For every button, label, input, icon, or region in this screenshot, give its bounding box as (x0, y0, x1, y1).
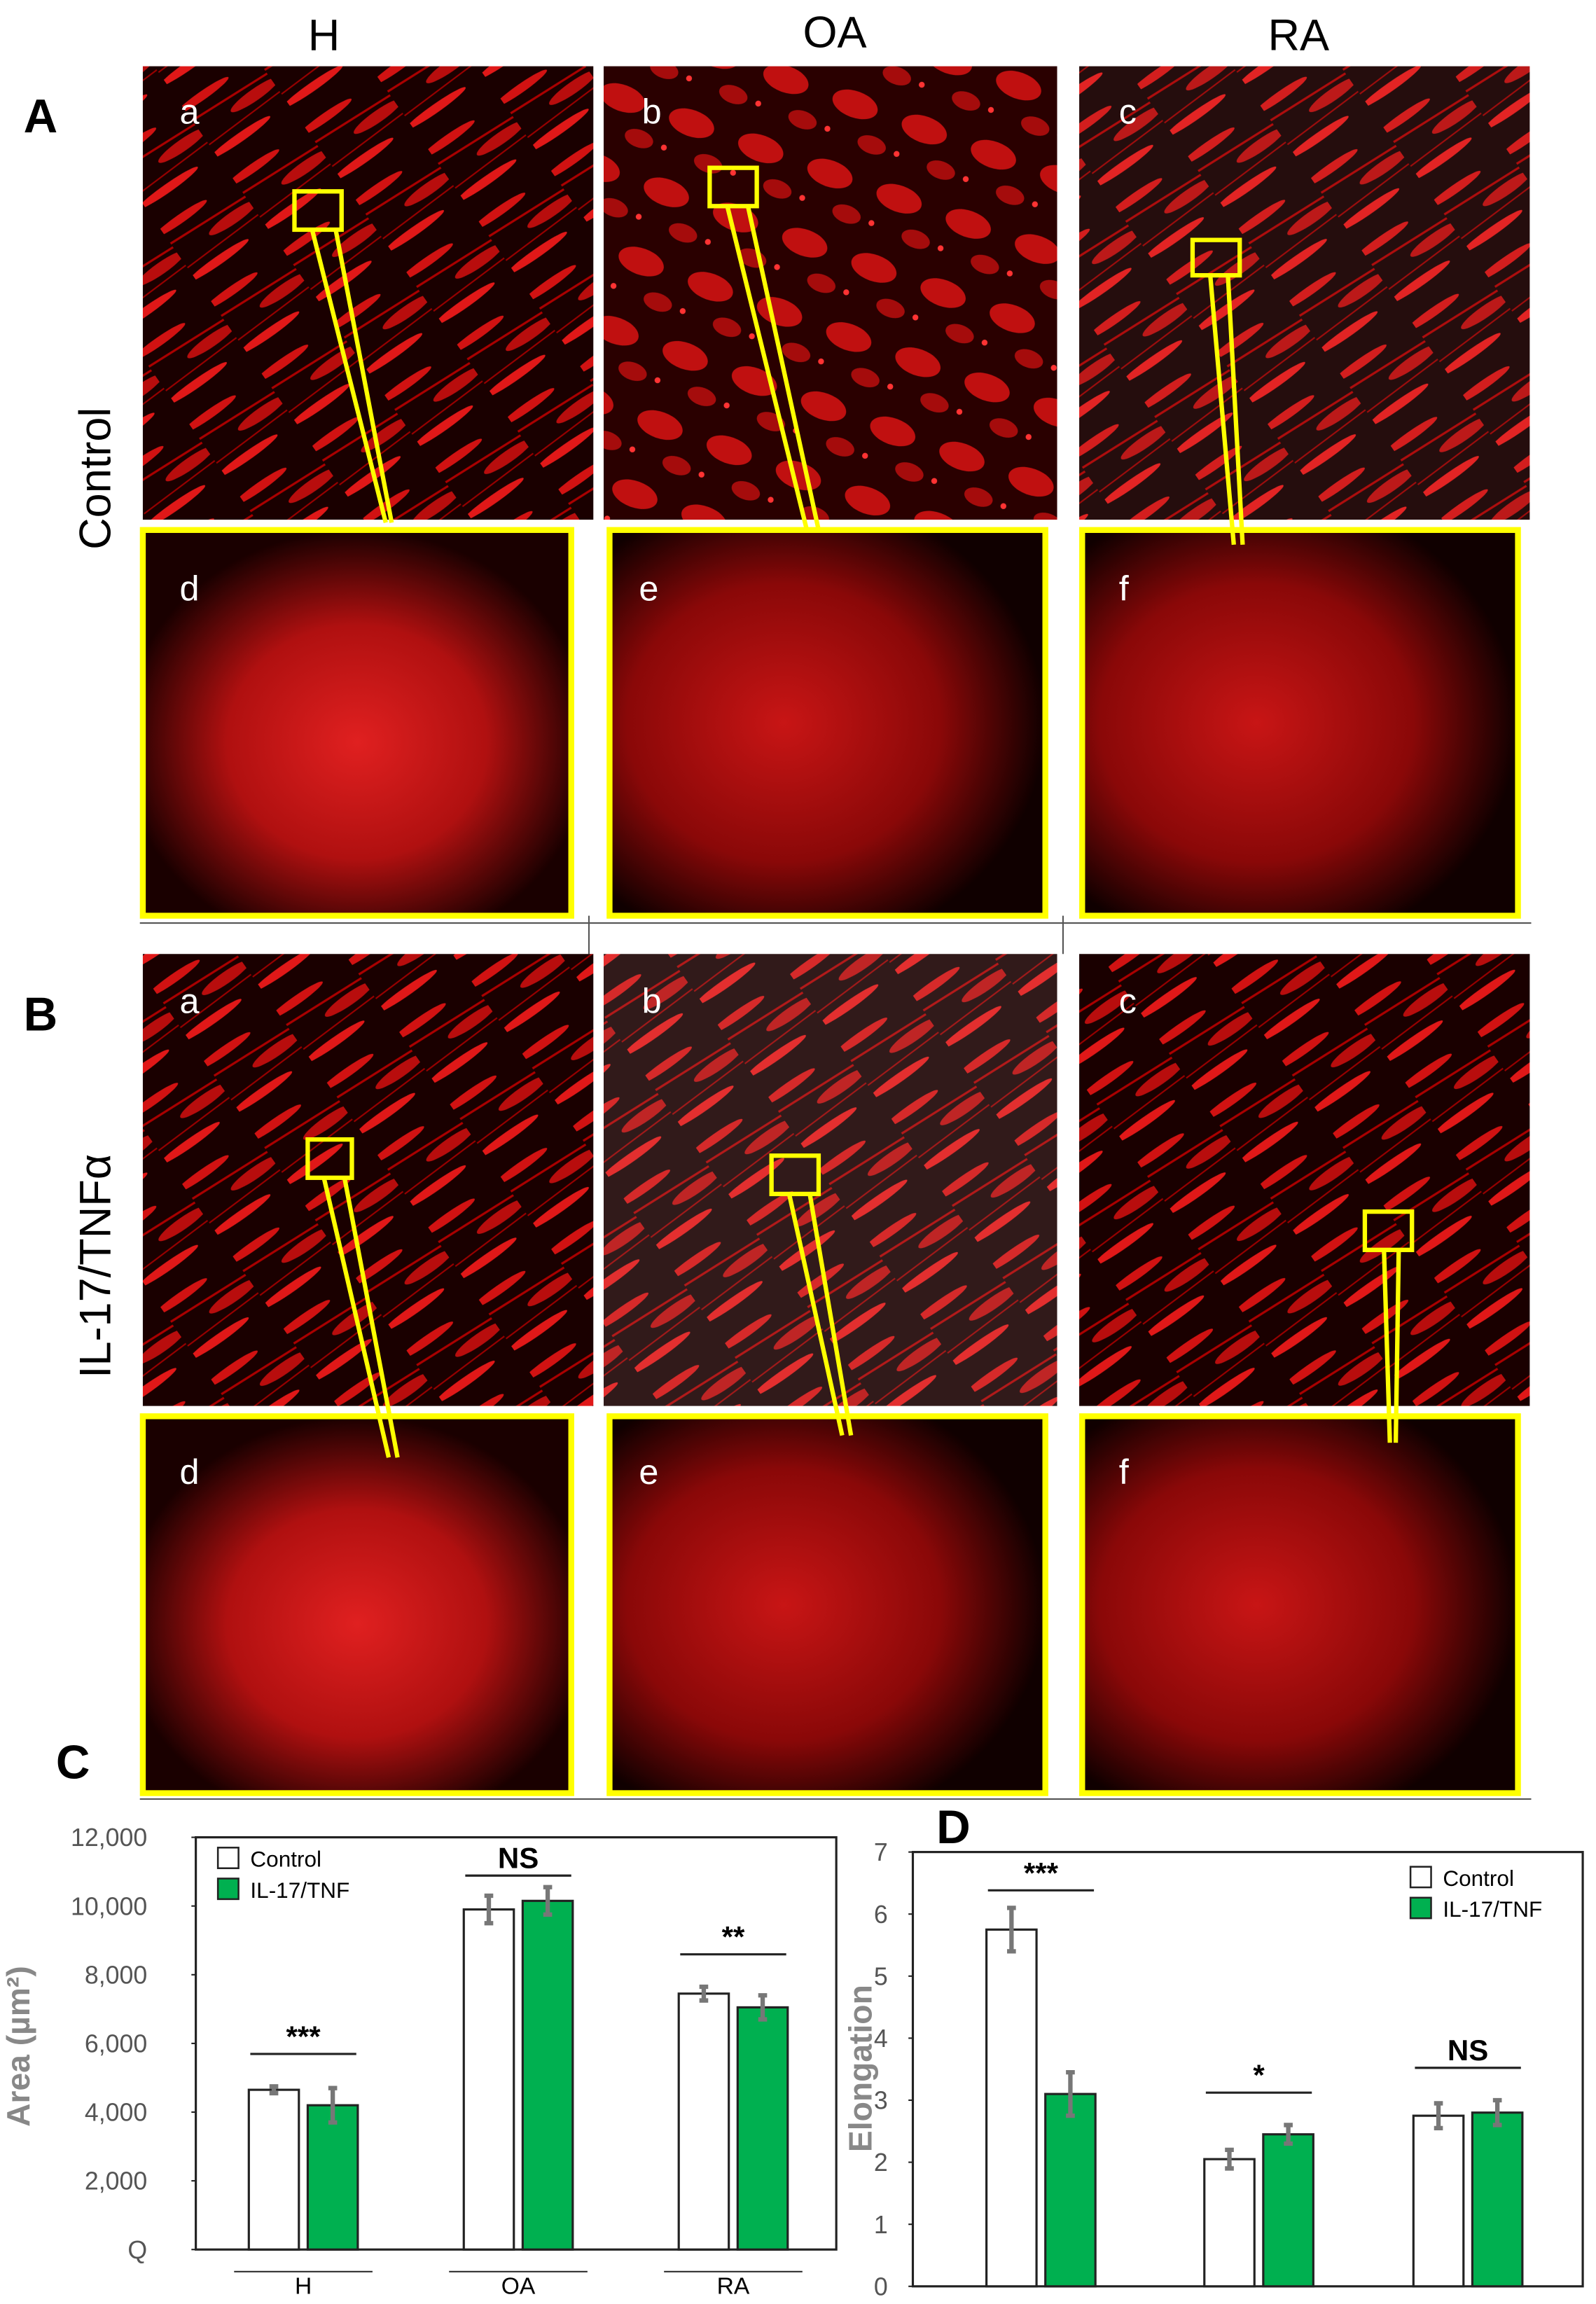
error-bar (269, 2084, 279, 2096)
bar (1262, 2133, 1314, 2288)
column-header: OA (803, 8, 867, 57)
bar (1471, 2111, 1524, 2288)
y-tick-label: 2 (874, 2149, 888, 2177)
bar (1044, 2093, 1097, 2288)
y-tick-label: Q (127, 2236, 147, 2264)
bar (677, 1992, 730, 2251)
error-bar (1066, 2069, 1075, 2118)
x-tick-label: H (295, 2273, 312, 2299)
y-tick-label: 0 (874, 2272, 888, 2300)
bar (736, 2006, 789, 2251)
significance-label: *** (286, 2020, 321, 2053)
legend-swatch (216, 1878, 240, 1901)
sub-label: c (1119, 980, 1137, 1020)
legend-label: IL-17/TNF (250, 1878, 349, 1903)
y-tick-label: 10,000 (71, 1892, 147, 1920)
sub-label: a (179, 980, 200, 1020)
y-tick-label: 4,000 (85, 2099, 147, 2127)
y-tick-label: 12,000 (71, 1824, 147, 1852)
significance-label: ** (722, 1920, 745, 1953)
bar (1203, 2158, 1256, 2288)
legend-swatch (216, 1847, 240, 1869)
error-bar (1284, 2123, 1293, 2146)
significance-label: NS (498, 1842, 539, 1875)
row-label: IL-17/TNFα (71, 1154, 120, 1378)
x-tick-label: OA (501, 2273, 536, 2299)
sub-label: b (642, 92, 662, 132)
row-label: Control (71, 408, 120, 550)
bar (521, 1899, 574, 2251)
panel-letter: D (936, 1801, 971, 1854)
panel-letter: A (24, 90, 58, 143)
sub-label: d (179, 569, 199, 609)
sub-label: e (639, 1452, 658, 1492)
sub-label: d (179, 1452, 199, 1492)
column-header: RA (1268, 11, 1330, 60)
error-bar (543, 1885, 553, 1917)
sub-labels: a b c d e f a b c d e f (179, 92, 1137, 1492)
sub-label: f (1119, 569, 1130, 609)
significance-label: NS (1448, 2034, 1488, 2067)
significance-label: *** (1024, 1857, 1059, 1889)
sub-label: b (642, 980, 662, 1020)
y-tick-label: 8,000 (85, 1961, 147, 1989)
separators (139, 915, 1532, 1800)
bar (306, 2104, 359, 2251)
y-tick-label: 6 (874, 1901, 888, 1929)
legend-swatch (1409, 1866, 1432, 1889)
panel-letter: B (24, 989, 58, 1041)
error-bar (758, 1993, 768, 2022)
sub-label: e (639, 569, 658, 609)
micrographs-a (139, 66, 1530, 919)
error-bar (1434, 2101, 1443, 2131)
legend-label: Control (250, 1847, 321, 1872)
error-bar (1225, 2147, 1234, 2171)
error-bar (328, 2086, 338, 2125)
column-header: H (308, 11, 340, 60)
error-bar (699, 1984, 709, 2003)
error-bar (1492, 2097, 1502, 2128)
legend-label: IL-17/TNF (1443, 1896, 1542, 1922)
x-tick-label: RA (717, 2273, 750, 2299)
sub-label: a (179, 92, 200, 132)
y-axis-title: Area (µm²) (0, 1966, 36, 2127)
bar (985, 1928, 1038, 2288)
y-tick-label: 1 (874, 2211, 888, 2239)
y-axis-title: Elongation (842, 1985, 879, 2152)
legend-swatch (1409, 1896, 1432, 1920)
panel-letter: C (56, 1737, 90, 1789)
significance-label: * (1253, 2059, 1265, 2092)
y-tick-label: 6,000 (85, 2030, 147, 2058)
micrographs-b (139, 954, 1530, 1796)
bar (247, 2088, 300, 2251)
bar (462, 1908, 515, 2251)
bar (1412, 2114, 1465, 2288)
sub-label: f (1119, 1452, 1130, 1492)
sub-label: c (1119, 92, 1137, 132)
error-bar (1007, 1906, 1016, 1954)
y-tick-label: 2,000 (85, 2167, 147, 2195)
y-tick-label: 4 (874, 2025, 888, 2053)
y-tick-label: 7 (874, 1838, 888, 1866)
y-tick-label: 3 (874, 2087, 888, 2115)
y-tick-label: 5 (874, 1962, 888, 1990)
error-bar (484, 1893, 494, 1926)
legend-label: Control (1443, 1866, 1514, 1891)
